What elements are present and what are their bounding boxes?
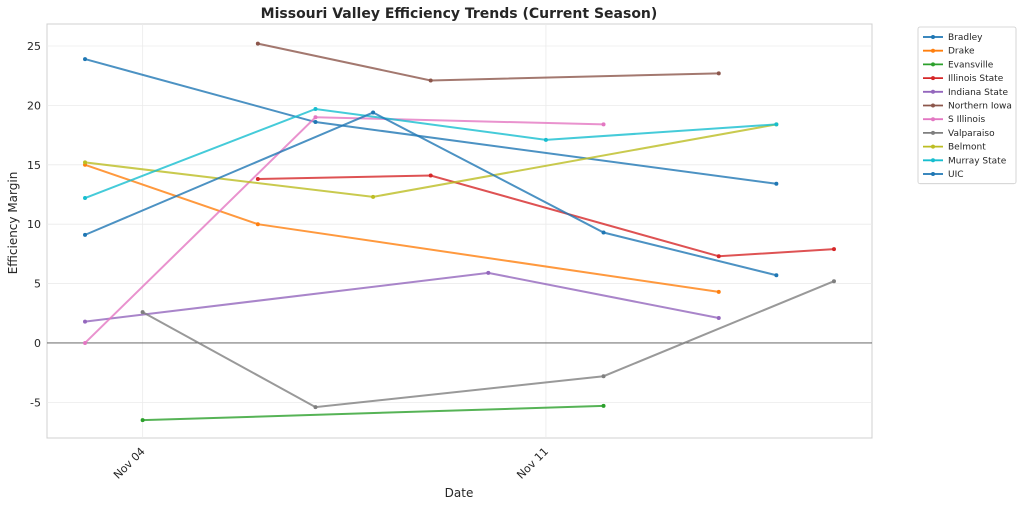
data-point — [428, 78, 433, 83]
series-line — [142, 280, 835, 409]
data-point — [83, 232, 88, 237]
plot-area — [46, 23, 873, 439]
legend-label: UIC — [948, 170, 964, 180]
legend-marker — [931, 35, 935, 39]
chart-title: Missouri Valley Efficiency Trends (Curre… — [261, 6, 658, 22]
x-tick-label: Nov 11 — [514, 445, 551, 482]
data-point — [313, 115, 318, 120]
data-point — [140, 418, 145, 423]
data-point — [313, 405, 318, 410]
y-tick-label: 15 — [27, 159, 41, 172]
data-point — [83, 196, 88, 201]
data-point — [371, 110, 376, 115]
x-tick-label: Nov 04 — [111, 445, 148, 482]
y-tick-label: 10 — [27, 218, 41, 231]
series-line — [84, 111, 777, 277]
legend-label: Northern Iowa — [948, 102, 1012, 112]
legend-label: Murray State — [948, 156, 1007, 166]
data-point — [83, 160, 88, 165]
legend-label: Indiana State — [948, 88, 1008, 98]
y-tick-label: -5 — [30, 396, 41, 409]
legend-marker — [931, 144, 935, 149]
legend-label: Belmont — [948, 143, 986, 153]
data-point — [601, 403, 606, 408]
data-point — [601, 122, 606, 127]
data-point — [601, 230, 606, 235]
y-tick-label: 5 — [34, 278, 41, 291]
series-northern-iowa — [255, 41, 721, 83]
series-valparaiso — [140, 279, 836, 410]
legend-label: Bradley — [948, 33, 983, 43]
data-point — [255, 222, 260, 227]
series-line — [142, 404, 604, 422]
data-point — [774, 273, 779, 278]
series-bradley — [83, 57, 779, 186]
data-point — [774, 181, 779, 186]
data-point — [601, 374, 606, 379]
series-murray-state — [83, 106, 779, 201]
y-tick-label: 20 — [27, 99, 41, 112]
data-point — [83, 340, 88, 345]
series-uic — [83, 110, 779, 278]
series-indiana-state — [83, 270, 721, 324]
legend-label: Valparaiso — [948, 129, 995, 139]
series-illinois-state — [255, 173, 836, 259]
series-evansville — [140, 403, 606, 423]
legend-label: Drake — [948, 47, 975, 57]
y-tick-label: 25 — [27, 40, 41, 53]
legend-marker — [931, 117, 935, 122]
data-point — [543, 137, 548, 142]
data-point — [716, 289, 721, 294]
data-point — [255, 177, 260, 182]
x-axis-label: Date — [445, 486, 474, 500]
legend-marker — [931, 103, 935, 108]
series-line — [257, 174, 835, 258]
y-axis-label: Efficiency Margin — [6, 172, 20, 275]
data-point — [716, 254, 721, 259]
legend-marker — [931, 89, 935, 94]
legend-marker — [931, 62, 935, 67]
data-point — [140, 310, 145, 315]
series-line — [84, 107, 777, 199]
data-point — [255, 41, 260, 46]
legend-marker — [931, 76, 935, 81]
data-point — [716, 71, 721, 76]
data-point — [716, 316, 721, 321]
data-point — [831, 247, 836, 252]
data-point — [831, 279, 836, 284]
data-point — [428, 173, 433, 178]
data-point — [313, 106, 318, 111]
legend-marker — [931, 130, 935, 135]
legend-marker — [931, 48, 935, 53]
data-point — [371, 194, 376, 199]
legend-label: Evansville — [948, 60, 994, 70]
y-tick-label: 0 — [34, 337, 41, 350]
legend-box — [917, 26, 1017, 185]
data-point — [83, 57, 88, 62]
data-point — [313, 120, 318, 125]
legend-label: Illinois State — [948, 74, 1004, 84]
legend-marker — [931, 158, 935, 163]
series-s-illinois — [83, 115, 606, 345]
data-point — [83, 319, 88, 324]
data-point — [774, 122, 779, 127]
legend-marker — [931, 172, 935, 176]
legend-label: S Illinois — [948, 115, 985, 125]
data-point — [486, 270, 491, 275]
